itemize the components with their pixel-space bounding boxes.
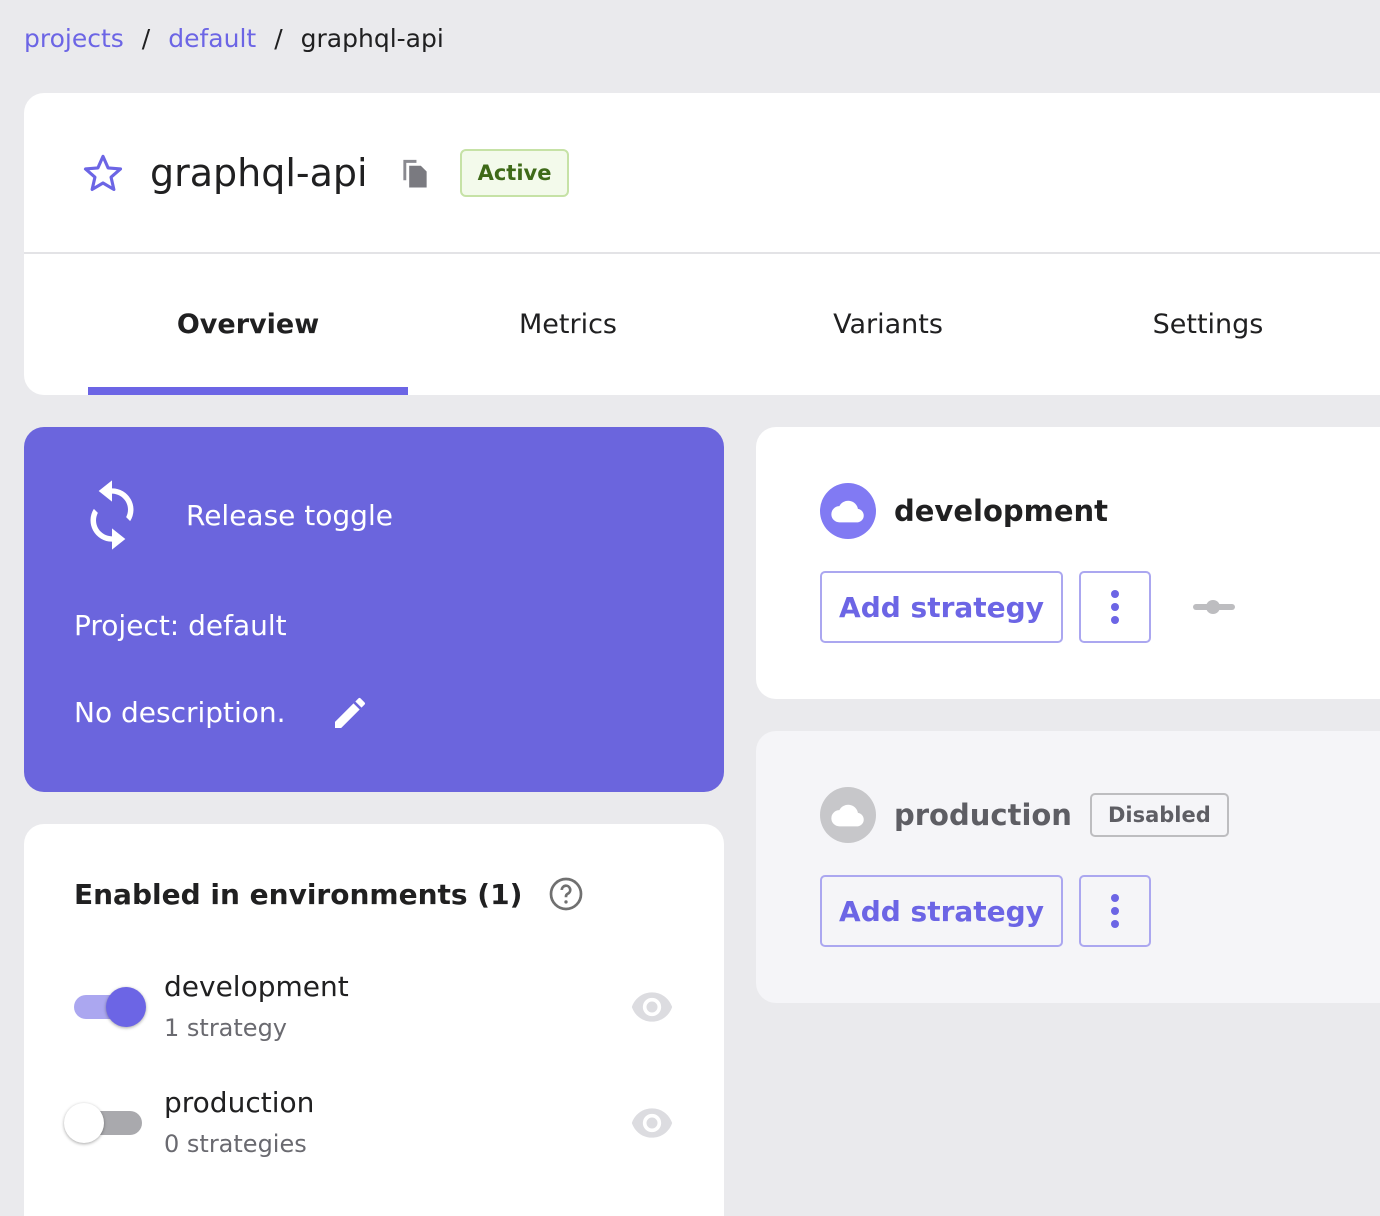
tab-bar: Overview Metrics Variants Settings xyxy=(88,254,1368,395)
production-toggle[interactable] xyxy=(64,1102,148,1143)
breadcrumb-separator: / xyxy=(141,24,151,53)
cloud-icon xyxy=(820,787,876,843)
breadcrumb-current: graphql-api xyxy=(300,24,444,53)
env-card-development: development Add strategy xyxy=(756,427,1380,699)
eye-icon[interactable] xyxy=(630,990,674,1024)
star-icon[interactable] xyxy=(82,152,124,194)
breadcrumb: projects / default / graphql-api xyxy=(24,24,444,53)
env-card-production: production Disabled Add strategy xyxy=(756,731,1380,1003)
breadcrumb-separator: / xyxy=(274,24,283,53)
tab-overview[interactable]: Overview xyxy=(88,254,408,395)
more-options-button[interactable] xyxy=(1079,875,1151,947)
copy-icon[interactable] xyxy=(400,157,430,189)
feature-summary-card: Release toggle Project: default No descr… xyxy=(24,427,724,792)
development-toggle[interactable] xyxy=(68,986,148,1027)
env-toggle-row xyxy=(68,986,148,1027)
eye-icon[interactable] xyxy=(630,1106,674,1140)
disabled-badge: Disabled xyxy=(1089,793,1229,837)
add-strategy-button[interactable]: Add strategy xyxy=(820,875,1063,947)
drag-handle-icon[interactable] xyxy=(1193,599,1235,615)
add-strategy-button[interactable]: Add strategy xyxy=(820,571,1063,643)
project-label: Project: default xyxy=(74,609,287,642)
env-name: production xyxy=(164,1086,315,1119)
feature-header: graphql-api Active Overview Metrics Vari… xyxy=(24,93,1380,395)
env-strategy-count: 0 strategies xyxy=(164,1130,307,1158)
edit-icon[interactable] xyxy=(330,693,370,733)
env-card-title: production xyxy=(894,798,1072,832)
tab-variants[interactable]: Variants xyxy=(833,309,943,340)
env-strategy-count: 1 strategy xyxy=(164,1014,287,1042)
breadcrumb-projects[interactable]: projects xyxy=(24,24,124,53)
env-card-title: development xyxy=(894,494,1109,528)
help-icon[interactable] xyxy=(548,876,584,912)
tab-settings[interactable]: Settings xyxy=(1152,309,1264,340)
description: No description. xyxy=(74,696,286,729)
breadcrumb-default[interactable]: default xyxy=(168,24,257,53)
toggle-type-icon xyxy=(90,480,134,550)
tab-metrics[interactable]: Metrics xyxy=(518,309,617,340)
page-title: graphql-api xyxy=(150,150,368,195)
toggle-type: Release toggle xyxy=(186,499,393,532)
panel-title: Enabled in environments (1) xyxy=(74,877,523,911)
status-badge: Active xyxy=(459,148,570,197)
enabled-environments-panel: Enabled in environments (1) development … xyxy=(24,824,724,1216)
env-name: development xyxy=(164,970,349,1003)
cloud-icon xyxy=(820,483,876,539)
more-options-button[interactable] xyxy=(1079,571,1151,643)
